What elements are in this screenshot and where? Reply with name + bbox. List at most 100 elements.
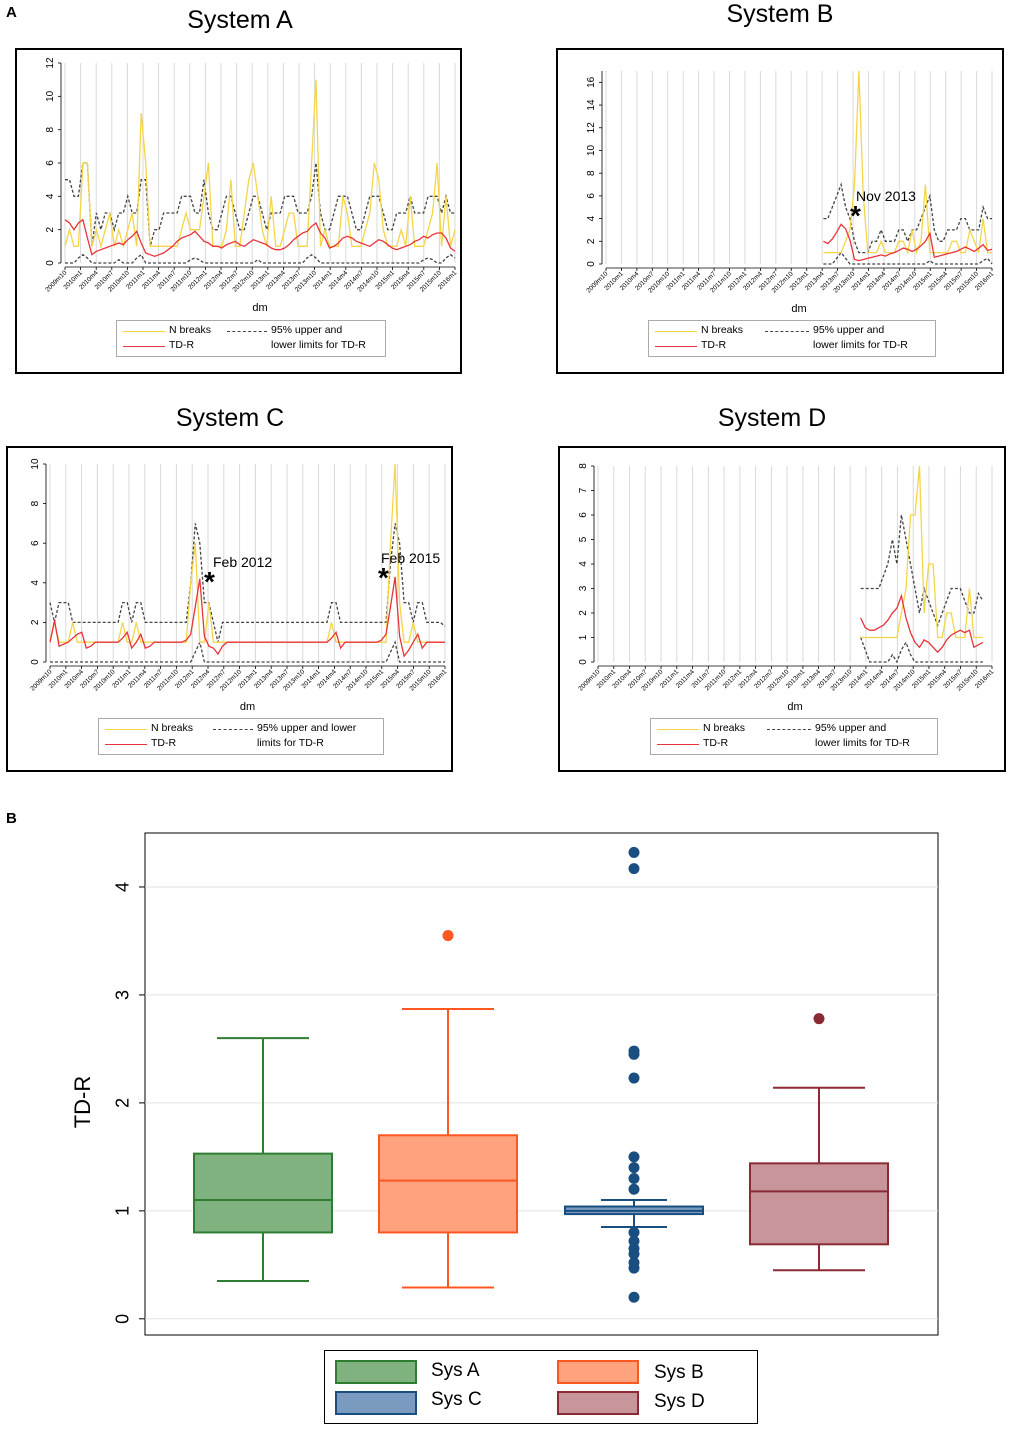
box-sys-b	[378, 1134, 518, 1234]
y-tick-label: 6	[45, 160, 56, 166]
y-tick-label: 16	[586, 76, 597, 88]
lower-limit-line	[50, 640, 445, 663]
box-sys-c	[564, 1205, 704, 1216]
outlier-point	[628, 846, 640, 858]
outlier-point	[628, 1226, 640, 1238]
legend-tdr-swatch	[105, 744, 147, 745]
outlier-point	[628, 1257, 640, 1269]
y-tick-label: 2	[30, 619, 41, 625]
lower-limit-line	[65, 253, 456, 264]
panel-b-label: B	[6, 810, 17, 827]
legend-limits-label-line2: lower limits for TD-R	[815, 737, 910, 749]
y-tick-label: 0	[586, 261, 597, 267]
y-tick-label: 2	[113, 1098, 133, 1108]
outlier-point	[628, 1235, 640, 1247]
system-d-chart: 0 1 2 3 4 5 6 7 8 2009m10 2010m1 2010m4 2010m7 2010m1…	[558, 446, 1006, 772]
asterisk-marker: *	[378, 562, 389, 593]
system-b-title: System B	[726, 0, 834, 28]
legend-sys-b-label: Sys B	[654, 1362, 704, 1383]
legend-limits-swatch	[765, 331, 809, 332]
legend-sys-c-swatch	[335, 1391, 417, 1415]
n-breaks-line	[823, 70, 992, 255]
y-tick-label: 14	[586, 99, 597, 111]
box-sys-a	[193, 1152, 333, 1234]
y-tick-label: 7	[578, 487, 589, 493]
annotation-nov-2013: Nov 2013	[856, 188, 916, 204]
system-b-legend: N breaks TD-R 95% upper and lower limits…	[648, 320, 936, 357]
legend-tdr-label: TD-R	[151, 737, 177, 749]
outlier-point	[813, 1013, 825, 1025]
y-tick-label: 8	[45, 126, 56, 132]
legend-limits-swatch	[767, 729, 811, 730]
legend-limits-swatch	[227, 331, 267, 332]
y-tick-label: 4	[578, 561, 589, 567]
y-tick-label: 2	[586, 238, 597, 244]
outlier-point	[628, 1072, 640, 1084]
legend-sys-a-label: Sys A	[431, 1360, 480, 1381]
y-tick-label: 6	[30, 540, 41, 546]
legend-n-breaks-swatch	[123, 331, 165, 332]
plot-area	[144, 832, 939, 1336]
lower-limit-line	[860, 637, 983, 664]
outlier-point	[628, 1151, 640, 1163]
asterisk-marker: *	[204, 566, 215, 597]
system-d-title: System D	[717, 404, 827, 432]
y-tick-label: 3	[578, 585, 589, 591]
legend-limits-label-line1: 95% upper and	[813, 324, 885, 336]
tdr-line	[860, 593, 984, 654]
y-tick-label: 4	[586, 215, 597, 221]
legend-sys-d-swatch	[557, 1391, 639, 1415]
outlier-point	[628, 1172, 640, 1184]
x-axis-title: dm	[252, 302, 267, 314]
y-tick-label: 0	[30, 659, 41, 665]
y-tick-label: 12	[45, 57, 56, 69]
annotation-feb-2015: Feb 2015	[381, 550, 441, 566]
tdr-line	[823, 223, 993, 262]
legend-limits-label-line2: lower limits for TD-R	[271, 339, 366, 351]
legend-limits-label-line2: lower limits for TD-R	[813, 339, 908, 351]
legend-sys-b-swatch	[557, 1360, 639, 1384]
annotation-feb-2012: Feb 2012	[213, 554, 273, 570]
legend-n-breaks-label: N breaks	[703, 722, 746, 734]
y-tick-label: 8	[30, 500, 41, 506]
outlier-point	[628, 1048, 640, 1060]
legend-tdr-label: TD-R	[701, 339, 727, 351]
n-breaks-line	[860, 465, 983, 639]
outlier-point	[628, 1162, 640, 1174]
y-tick-label: 6	[578, 512, 589, 518]
y-tick-label: 3	[113, 990, 133, 1000]
system-c-legend: N breaks TD-R 95% upper and lower limits…	[98, 718, 384, 755]
legend-n-breaks-label: N breaks	[701, 324, 744, 336]
x-axis-title: dm	[240, 701, 255, 713]
x-tick-label: 2009m10	[29, 668, 53, 692]
outlier-point	[628, 1262, 640, 1274]
y-tick-label: 4	[45, 193, 56, 199]
y-tick-label: 0	[45, 260, 56, 266]
system-a-legend: N breaks TD-R 95% upper and lower limits…	[116, 320, 386, 357]
outlier-point	[628, 1243, 640, 1255]
y-tick-label: 10	[45, 90, 56, 102]
y-tick-label: 5	[578, 536, 589, 542]
outlier-point	[628, 863, 640, 875]
boxplot-legend: Sys A Sys B Sys C Sys D	[324, 1350, 758, 1424]
x-axis-title: dm	[791, 303, 806, 315]
legend-n-breaks-label: N breaks	[151, 722, 194, 734]
legend-sys-c-label: Sys C	[431, 1389, 482, 1410]
legend-n-breaks-label: N breaks	[169, 324, 212, 336]
tdr-line	[49, 576, 445, 658]
y-tick-label: 0	[578, 659, 589, 665]
system-d-legend: N breaks TD-R 95% upper and lower limits…	[650, 718, 938, 755]
legend-sys-d-label: Sys D	[654, 1391, 705, 1412]
asterisk-marker: *	[850, 200, 861, 231]
y-tick-label: 10	[586, 144, 597, 156]
y-tick-label: 8	[586, 170, 597, 176]
legend-n-breaks-swatch	[655, 331, 697, 332]
panel-a-label: A	[6, 4, 17, 21]
legend-sys-a-swatch	[335, 1360, 417, 1384]
legend-limits-label-line1: 95% upper and	[815, 722, 887, 734]
lower-limit-line	[823, 251, 993, 265]
x-axis-title: dm	[787, 701, 802, 713]
legend-limits-label-line1: 95% upper and	[271, 324, 343, 336]
x-tick-label: 2009m10	[577, 668, 601, 692]
legend-n-breaks-swatch	[657, 729, 699, 730]
